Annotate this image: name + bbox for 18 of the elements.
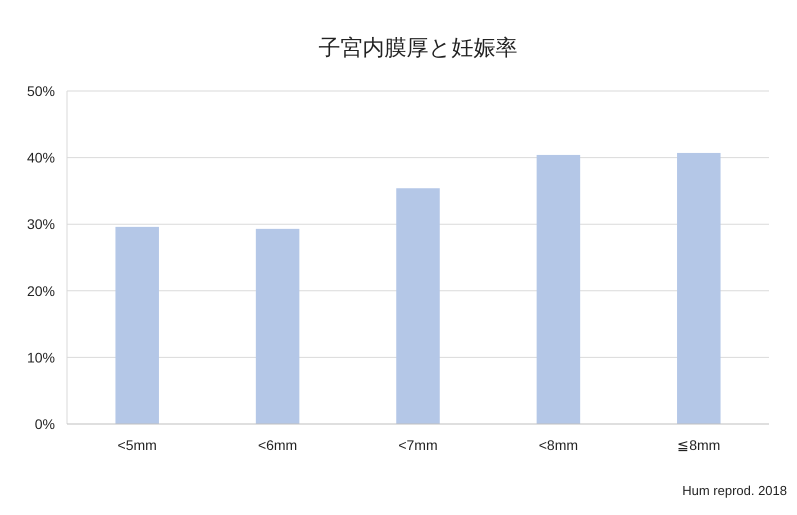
x-tick-label: <5mm xyxy=(118,437,157,453)
x-tick-label: <7mm xyxy=(398,437,438,453)
x-tick-label: ≦8mm xyxy=(677,437,720,453)
bar xyxy=(115,226,159,424)
y-tick-label: 20% xyxy=(26,282,55,299)
x-tick-label: <8mm xyxy=(538,437,578,453)
chart-title: 子宮内膜厚と妊娠率 xyxy=(318,35,518,60)
y-tick-label: 40% xyxy=(26,150,55,166)
y-tick-label: 30% xyxy=(26,216,55,232)
text: Hum reprod. 2018 xyxy=(682,483,787,498)
y-tick-label: 50% xyxy=(26,83,55,99)
bar xyxy=(256,228,300,424)
x-tick-label: <6mm xyxy=(258,437,298,453)
y-tick-label: 0% xyxy=(34,416,55,432)
bar xyxy=(396,188,440,424)
bar xyxy=(677,152,721,424)
y-tick-label: 10% xyxy=(26,349,55,366)
bar xyxy=(536,154,580,424)
